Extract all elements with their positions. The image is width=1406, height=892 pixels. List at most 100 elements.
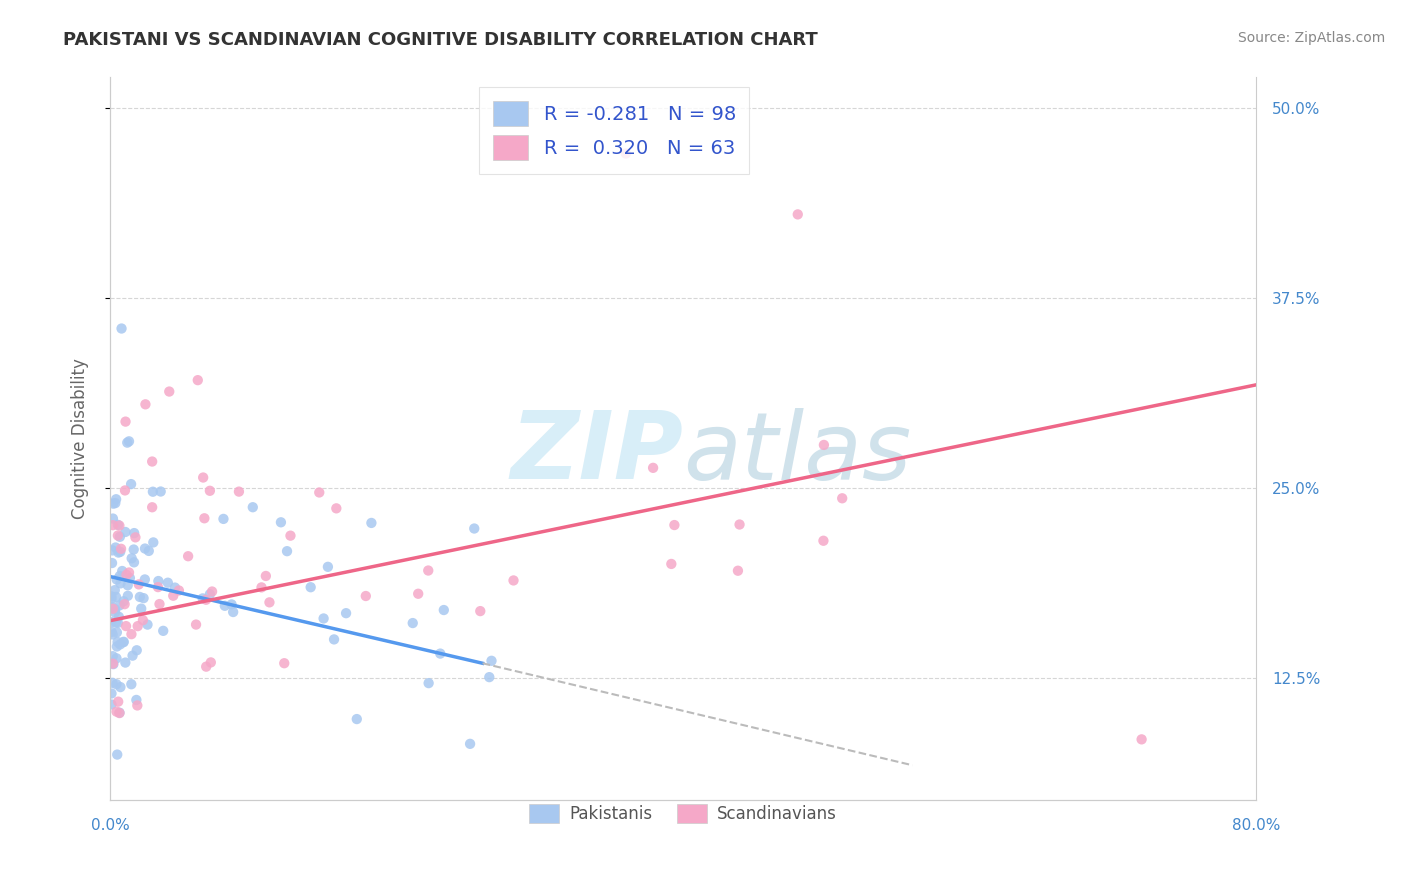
Point — [120, 627, 142, 641]
Point — [110, 576, 132, 591]
Point — [100, 615, 122, 629]
Point — [128, 577, 150, 591]
Point — [101, 543, 124, 558]
Text: atlas: atlas — [683, 408, 911, 499]
Point — [114, 483, 136, 498]
Point — [110, 545, 132, 559]
Point — [104, 602, 127, 616]
Point — [191, 470, 214, 484]
Point — [138, 544, 160, 558]
Text: 80.0%: 80.0% — [1232, 818, 1281, 833]
Point — [107, 695, 129, 709]
Point — [418, 676, 440, 690]
Point — [142, 535, 165, 549]
Point — [813, 533, 835, 548]
Point — [198, 587, 221, 601]
Point — [107, 517, 129, 532]
Point — [105, 492, 128, 507]
Point — [478, 670, 501, 684]
Point — [110, 680, 132, 694]
Point — [100, 590, 122, 604]
Point — [323, 632, 346, 647]
Point — [107, 545, 129, 559]
Point — [193, 511, 215, 525]
Point — [463, 522, 485, 536]
Point — [163, 581, 186, 595]
Point — [105, 640, 128, 654]
Point — [118, 571, 141, 585]
Point — [105, 651, 128, 665]
Point — [276, 544, 298, 558]
Point — [112, 635, 135, 649]
Point — [105, 590, 128, 604]
Point — [433, 603, 456, 617]
Point — [786, 207, 808, 221]
Point — [100, 592, 122, 607]
Point — [250, 581, 273, 595]
Point — [418, 564, 440, 578]
Point — [110, 321, 132, 335]
Point — [125, 693, 148, 707]
Point — [157, 384, 180, 399]
Point — [187, 373, 209, 387]
Point — [162, 589, 184, 603]
Y-axis label: Cognitive Disability: Cognitive Disability — [72, 359, 89, 519]
Point — [114, 656, 136, 670]
Point — [105, 573, 128, 587]
Point — [117, 435, 139, 450]
Point — [132, 613, 155, 627]
Point — [470, 604, 492, 618]
Point — [101, 657, 124, 671]
Point — [360, 516, 382, 530]
Point — [325, 501, 347, 516]
Point — [167, 583, 190, 598]
Point — [127, 619, 149, 633]
Point — [273, 657, 295, 671]
Point — [129, 601, 152, 615]
Point — [316, 559, 339, 574]
Point — [121, 551, 143, 566]
Point — [312, 611, 335, 625]
Point — [141, 500, 163, 515]
Point — [118, 566, 141, 580]
Point — [100, 624, 122, 639]
Point — [107, 615, 129, 630]
Point — [108, 569, 131, 583]
Point — [831, 491, 853, 506]
Point — [184, 617, 207, 632]
Point — [502, 574, 524, 588]
Point — [108, 518, 131, 533]
Point — [101, 676, 124, 690]
Point — [107, 528, 129, 542]
Point — [105, 705, 128, 719]
Point — [117, 589, 139, 603]
Point — [214, 599, 236, 613]
Point — [105, 677, 128, 691]
Text: ZIP: ZIP — [510, 408, 683, 500]
Point — [112, 594, 135, 608]
Point — [134, 573, 156, 587]
Point — [177, 549, 200, 564]
Point — [429, 647, 451, 661]
Point — [111, 564, 134, 578]
Point — [114, 415, 136, 429]
Point — [101, 518, 124, 533]
Point — [149, 484, 172, 499]
Point — [156, 575, 179, 590]
Point — [195, 592, 218, 607]
Point — [299, 580, 322, 594]
Point — [195, 659, 218, 673]
Point — [259, 595, 281, 609]
Point — [1130, 732, 1153, 747]
Point — [108, 706, 131, 720]
Point — [114, 524, 136, 539]
Point — [141, 454, 163, 468]
Point — [103, 497, 125, 511]
Point — [110, 541, 132, 556]
Point — [118, 434, 141, 449]
Point — [221, 598, 243, 612]
Point — [124, 530, 146, 544]
Point — [132, 591, 155, 606]
Point — [727, 564, 749, 578]
Point — [191, 591, 214, 606]
